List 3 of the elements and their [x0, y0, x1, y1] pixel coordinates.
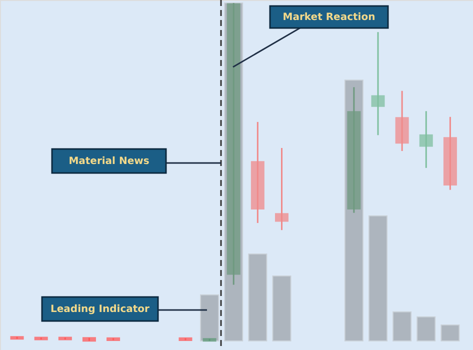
annotation: Leading Indicator: [50, 304, 150, 315]
annotation: Material News: [68, 156, 150, 167]
annotation: Market Reaction: [282, 12, 376, 23]
